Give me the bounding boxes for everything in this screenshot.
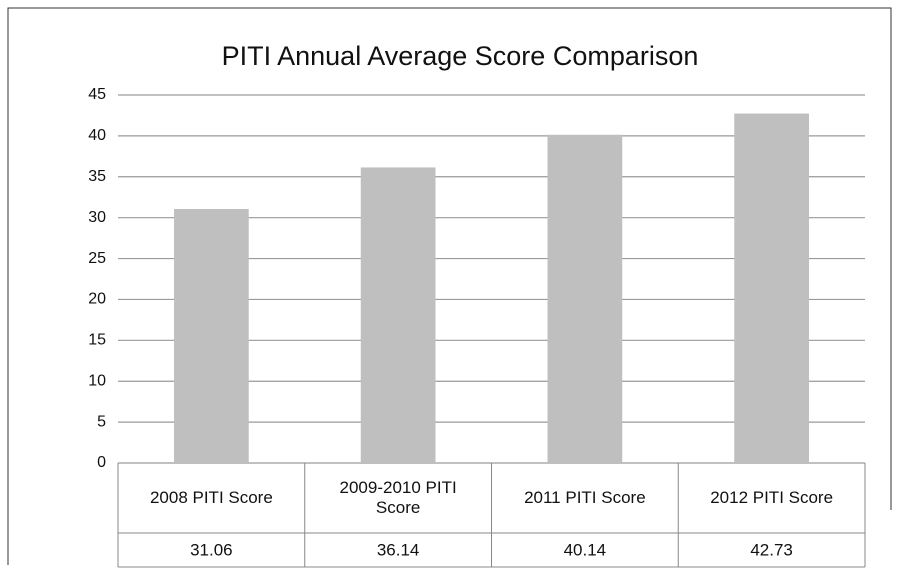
bar — [547, 134, 623, 463]
y-tick-label: 45 — [88, 86, 106, 103]
y-tick-label: 10 — [88, 372, 106, 389]
x-tick-label: 2009-2010 PITI Score — [339, 477, 457, 517]
y-tick-label: 40 — [88, 127, 106, 144]
y-tick-label: 5 — [97, 413, 106, 430]
y-tick-label: 35 — [88, 168, 106, 185]
y-tick-label: 30 — [88, 209, 106, 226]
chart-title: PITI Annual Average Score Comparison — [222, 41, 699, 71]
category-cell: 2011 PITI Score — [524, 487, 646, 507]
value-cell: 42.73 — [750, 540, 793, 559]
x-tick-label: 2011 PITI Score — [524, 487, 646, 507]
value-cell: 40.14 — [564, 540, 607, 559]
bar — [360, 167, 436, 463]
bar — [174, 208, 249, 463]
y-tick-label: 15 — [88, 332, 106, 349]
y-tick-label: 20 — [88, 291, 106, 308]
category-cell: 2009-2010 PITI Score — [339, 477, 457, 517]
x-tick-label: 2008 PITI Score — [149, 487, 273, 507]
category-cell: 2008 PITI Score — [149, 487, 273, 507]
y-tick-label: 25 — [88, 250, 106, 267]
x-tick-label: 2012 PITI Score — [710, 487, 834, 507]
y-tick-label: 0 — [97, 454, 106, 471]
frame — [7, 7, 892, 565]
category-cell: 2012 PITI Score — [710, 487, 834, 507]
bar — [734, 113, 809, 464]
value-cell: 31.06 — [190, 540, 233, 559]
value-cell: 36.14 — [377, 540, 420, 559]
